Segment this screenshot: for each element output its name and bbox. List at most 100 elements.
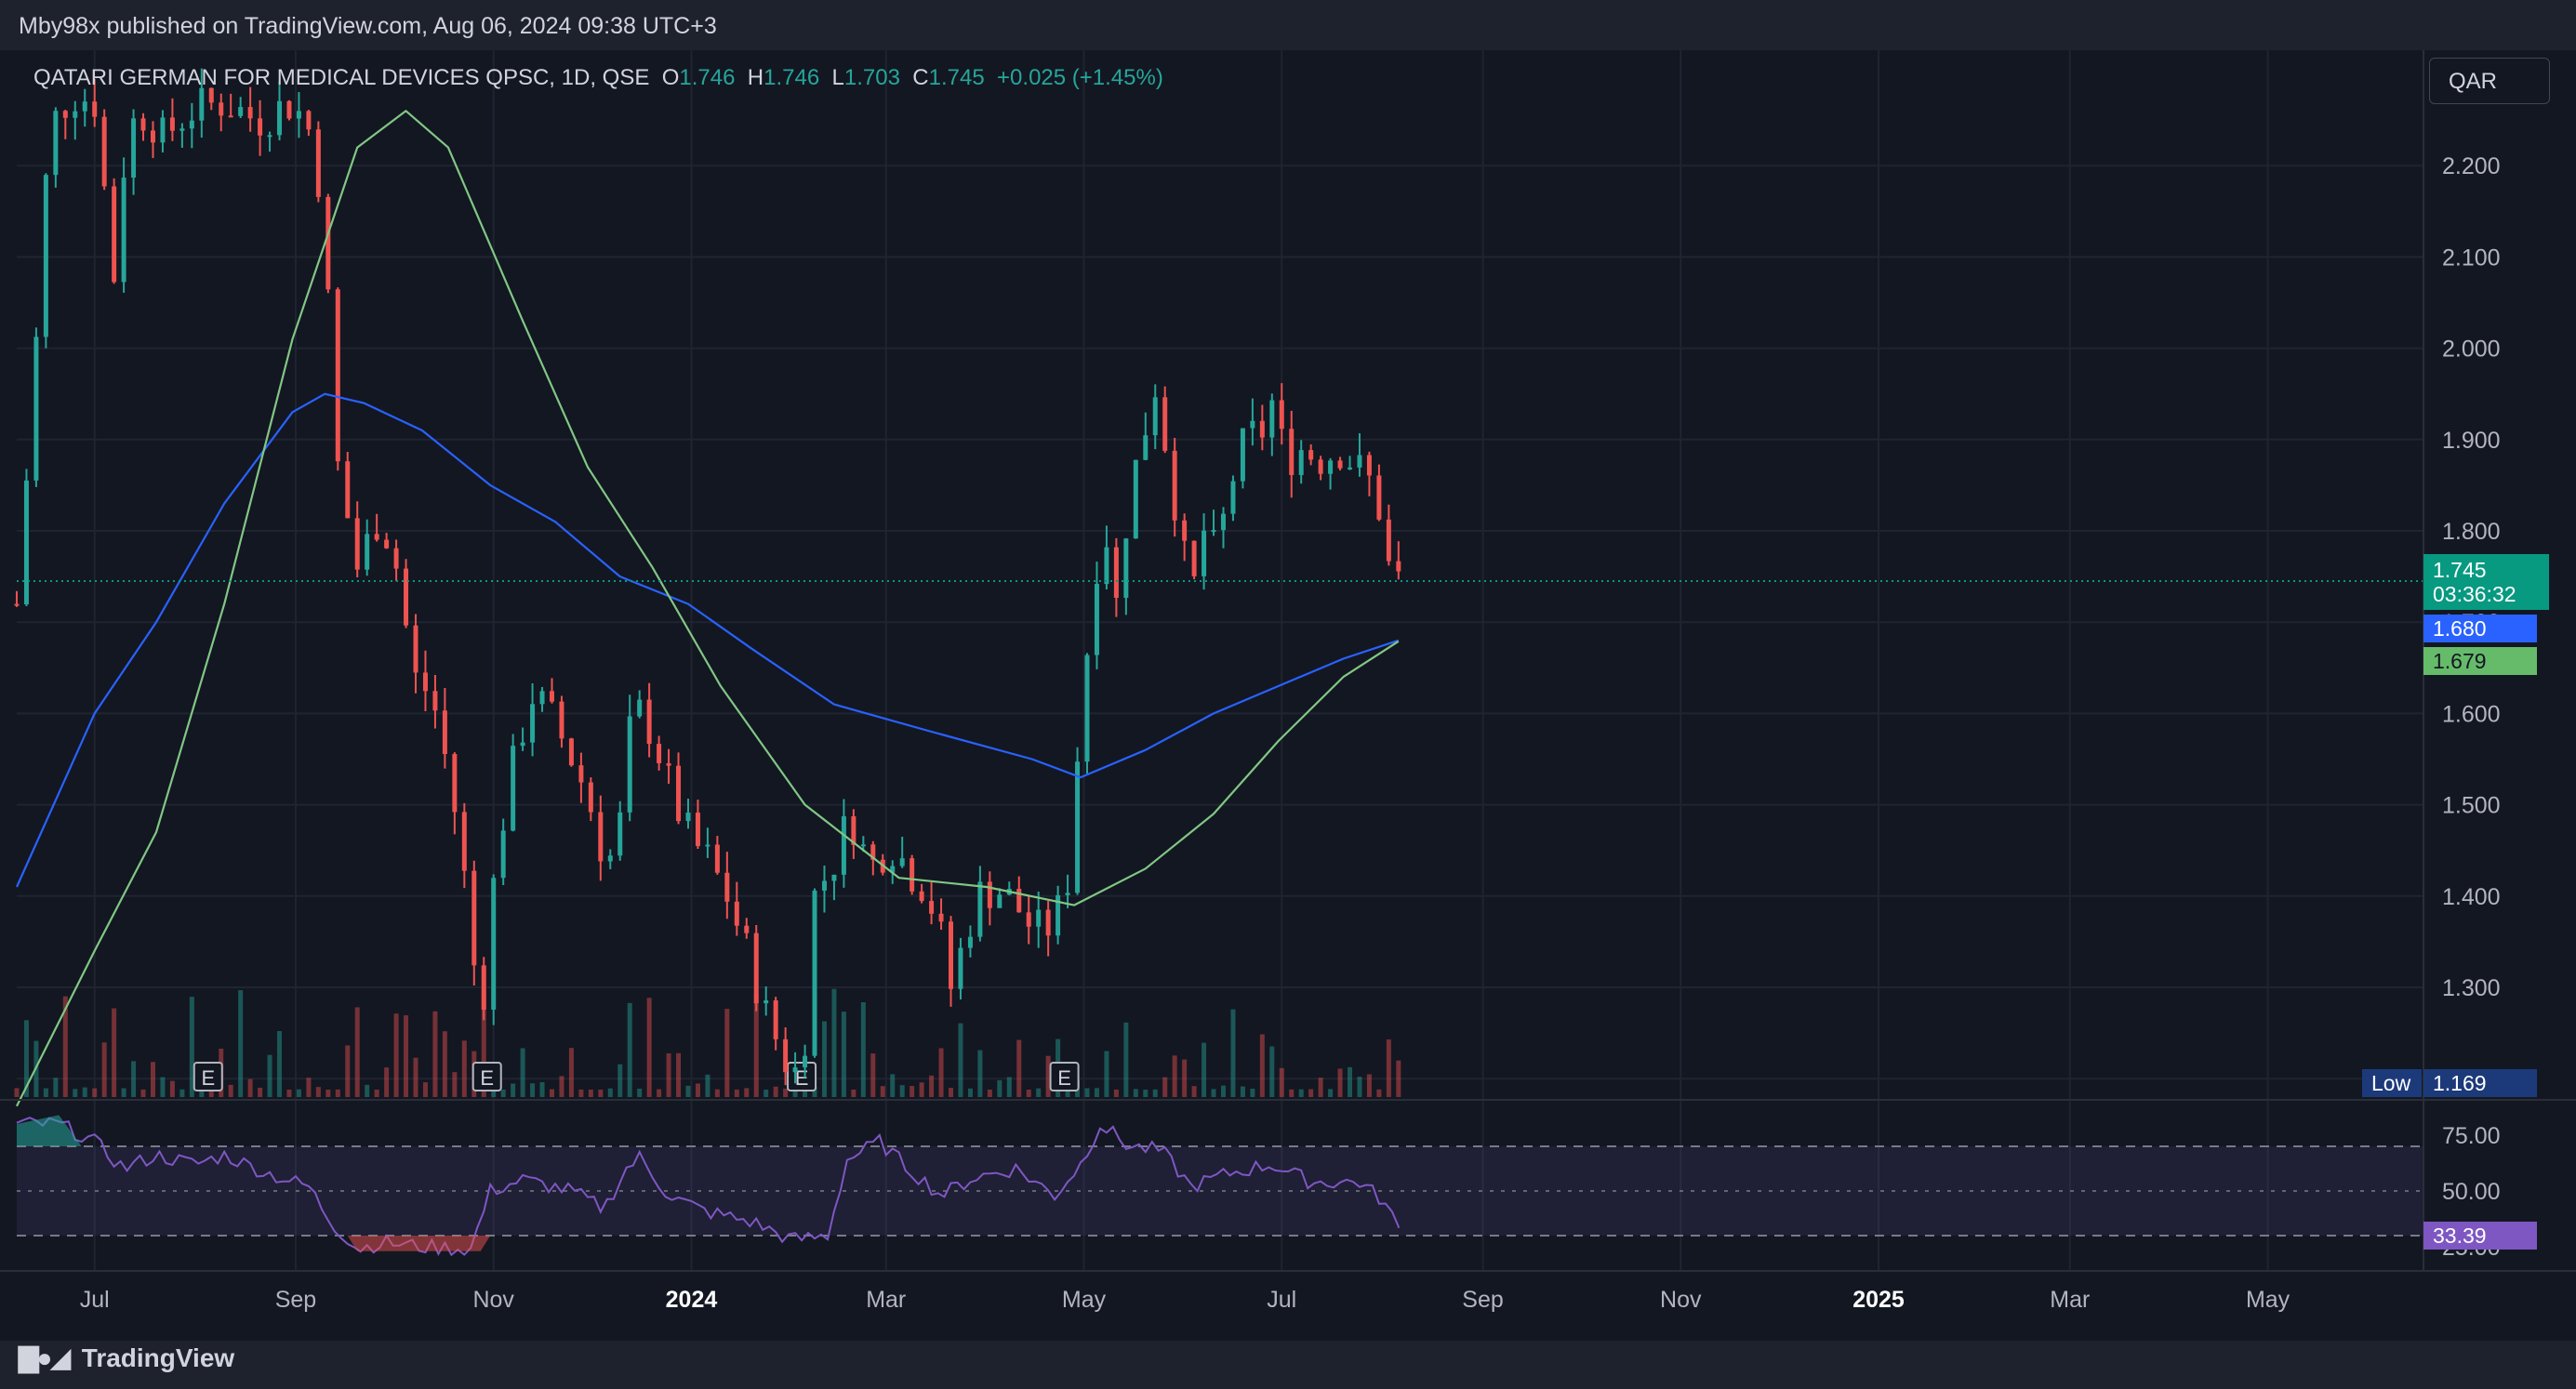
volume-bar xyxy=(365,1084,370,1097)
candle-body xyxy=(997,894,1003,908)
volume-bar xyxy=(627,1002,632,1097)
change-value: +0.025 (+1.45%) xyxy=(997,65,1163,90)
earnings-marker-label: E xyxy=(480,1066,494,1090)
x-axis-tick-label: Nov xyxy=(472,1287,514,1313)
volume-bar xyxy=(598,1089,604,1097)
candle-body xyxy=(1075,761,1081,893)
volume-bar xyxy=(588,1089,593,1097)
rsi-axis-tick-label: 50.00 xyxy=(2442,1179,2501,1205)
grid-lines xyxy=(17,50,2423,1271)
volume-bar xyxy=(539,1082,545,1097)
volume-bar xyxy=(578,1089,584,1097)
candle-body xyxy=(695,813,700,846)
candle-body xyxy=(1366,455,1372,476)
candle-body xyxy=(1123,538,1129,598)
candle-body xyxy=(247,107,253,119)
candle-body xyxy=(890,866,896,873)
tradingview-logo[interactable]: ▇●◢ TradingView xyxy=(19,1343,234,1373)
candle-body xyxy=(1386,519,1391,562)
candle-body xyxy=(404,568,409,626)
volume-bar xyxy=(393,1013,399,1097)
volume-bar xyxy=(461,1040,467,1097)
candle-body xyxy=(1269,400,1275,438)
candle-body xyxy=(101,116,107,187)
candle-body xyxy=(705,844,710,847)
close-label: C xyxy=(912,65,929,90)
volume-bar xyxy=(101,1042,107,1097)
price-axis-tick-label: 1.900 xyxy=(2442,428,2501,454)
volume-bar xyxy=(744,1088,750,1097)
price-axis-tick-label: 1.300 xyxy=(2442,975,2501,1001)
volume-bar xyxy=(1202,1042,1207,1097)
low-tag-label: Low xyxy=(2362,1069,2422,1097)
volume-bar xyxy=(121,1088,126,1097)
candle-body xyxy=(442,710,447,755)
candle-body xyxy=(354,518,360,570)
volume-bar xyxy=(841,1012,846,1097)
price-axis-tick-label: 2.000 xyxy=(2442,337,2501,363)
candle-body xyxy=(43,175,48,337)
volume-bar xyxy=(753,994,759,1097)
volume-bar xyxy=(1211,1089,1216,1097)
volume-bar xyxy=(724,1009,730,1097)
volume-bar xyxy=(1386,1039,1391,1097)
volume-bar xyxy=(1269,1046,1275,1097)
publish-info: Mby98x published on TradingView.com, Aug… xyxy=(19,13,717,39)
candle-body xyxy=(841,815,846,875)
candle-body xyxy=(461,812,467,871)
candle-body xyxy=(432,691,438,711)
volume-bar xyxy=(967,1088,973,1097)
price-axis-tick-label: 1.600 xyxy=(2442,701,2501,727)
volume-bar xyxy=(676,1052,682,1097)
volume-bar xyxy=(160,1077,166,1097)
volume-bar xyxy=(783,1088,789,1097)
candle-body xyxy=(345,461,351,519)
price-axis-tick-label: 1.400 xyxy=(2442,884,2501,910)
volume-bar xyxy=(1162,1077,1168,1097)
candle-body xyxy=(734,901,739,926)
candle-body xyxy=(899,858,905,866)
x-axis-tick-label: Sep xyxy=(1462,1287,1503,1313)
volume-bar xyxy=(325,1090,331,1097)
volume-bar xyxy=(404,1015,409,1097)
candle-body xyxy=(1036,909,1042,927)
volume-bar xyxy=(1191,1086,1197,1097)
volume-bar xyxy=(734,1089,739,1097)
volume-bar xyxy=(1036,1088,1042,1097)
close-value: 1.745 xyxy=(928,65,985,90)
candle-body xyxy=(452,754,458,813)
low-value: 1.703 xyxy=(843,65,900,90)
candlesticks xyxy=(14,68,1401,1086)
volume-bar xyxy=(481,990,486,1097)
volume-bar xyxy=(987,1089,992,1097)
volume-bar xyxy=(179,1089,185,1097)
volume-bar xyxy=(646,998,652,1097)
volume-bar xyxy=(413,1057,418,1097)
candle-body xyxy=(62,111,68,118)
volume-bar xyxy=(73,1089,78,1097)
volume-bar xyxy=(1143,1089,1149,1097)
candle-body xyxy=(851,815,856,845)
volume-bar xyxy=(1006,1077,1012,1097)
candle-body xyxy=(831,874,837,881)
volume-bar xyxy=(559,1076,564,1097)
volume-bar xyxy=(899,1085,905,1097)
candle-body xyxy=(325,196,331,290)
x-axis-tick-label: May xyxy=(1062,1287,1107,1313)
volume-bar xyxy=(62,996,68,1097)
candle-body xyxy=(219,102,224,116)
volume-bar xyxy=(938,1048,944,1097)
volume-bar xyxy=(1289,1089,1295,1097)
candle-body xyxy=(112,186,117,283)
candle-body xyxy=(140,118,146,131)
earnings-marker xyxy=(471,1062,502,1091)
rsi-value-tag: 33.39 xyxy=(2423,1222,2537,1250)
volume-bar xyxy=(1337,1068,1343,1097)
currency-button[interactable]: QAR xyxy=(2429,58,2550,104)
candle-body xyxy=(267,135,272,138)
volume-bar xyxy=(422,1082,428,1097)
volume-bar xyxy=(831,988,837,1097)
